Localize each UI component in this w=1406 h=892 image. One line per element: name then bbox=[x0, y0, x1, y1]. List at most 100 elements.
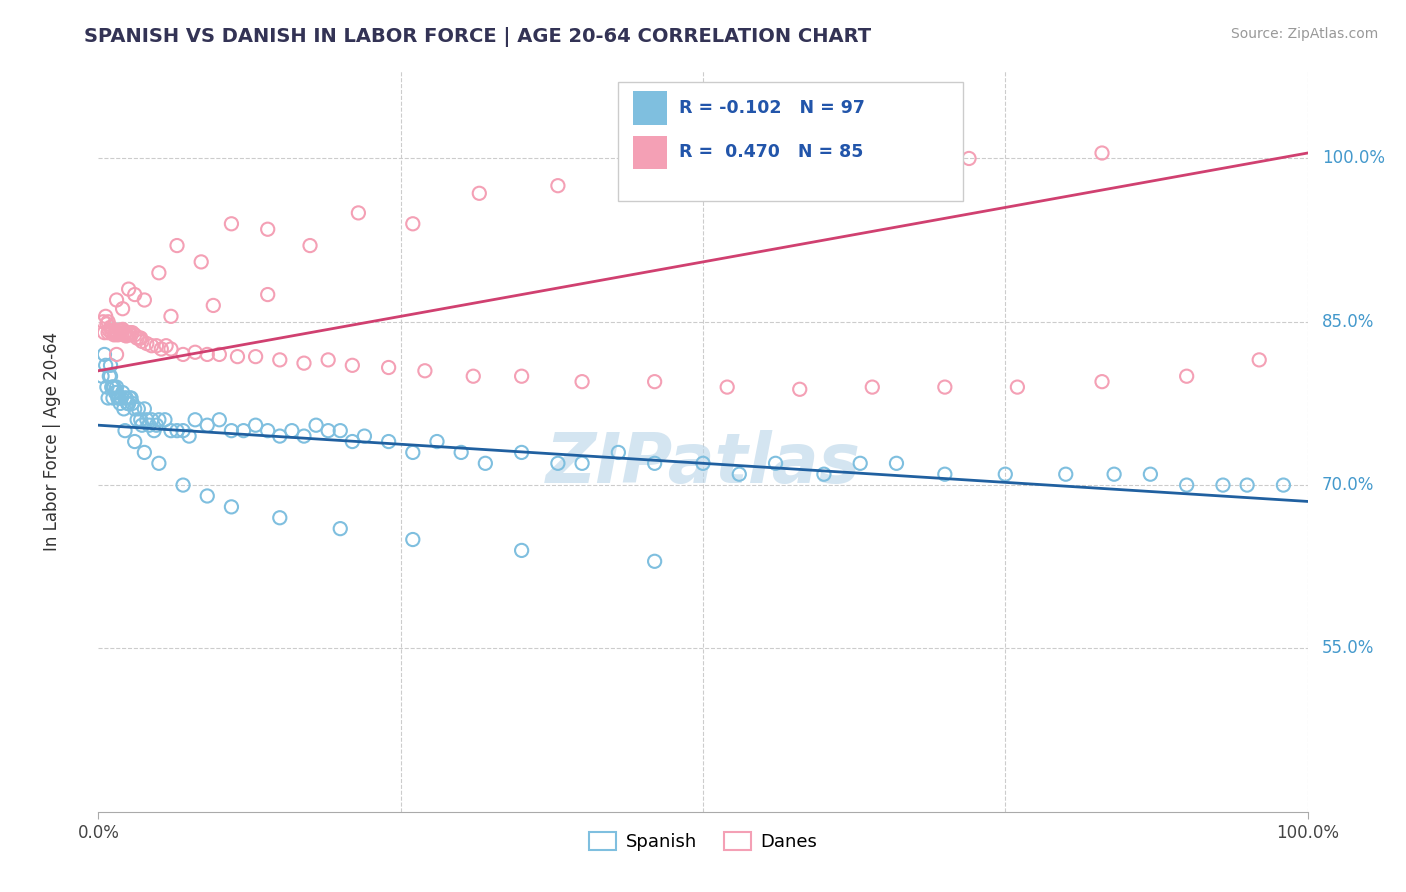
Point bbox=[172, 478, 194, 492]
Point bbox=[402, 445, 425, 459]
Point bbox=[1175, 369, 1198, 384]
Point bbox=[98, 324, 121, 338]
Point bbox=[1236, 478, 1258, 492]
Point bbox=[281, 424, 304, 438]
Point bbox=[111, 322, 134, 336]
Point bbox=[117, 396, 139, 410]
Point bbox=[221, 424, 243, 438]
Text: Source: ZipAtlas.com: Source: ZipAtlas.com bbox=[1230, 27, 1378, 41]
Point bbox=[110, 324, 132, 338]
Point bbox=[468, 186, 491, 201]
Point bbox=[105, 326, 128, 340]
Point bbox=[118, 282, 141, 296]
FancyBboxPatch shape bbox=[633, 136, 666, 169]
Point bbox=[103, 327, 125, 342]
Point bbox=[129, 331, 152, 345]
Point bbox=[994, 467, 1017, 482]
Point bbox=[305, 418, 328, 433]
Point bbox=[141, 339, 163, 353]
Point bbox=[190, 255, 212, 269]
Point bbox=[112, 327, 135, 342]
Point bbox=[226, 350, 249, 364]
Point bbox=[1054, 467, 1077, 482]
Point bbox=[402, 217, 425, 231]
Point bbox=[166, 424, 188, 438]
Point bbox=[97, 326, 120, 340]
Text: 85.0%: 85.0% bbox=[1322, 313, 1375, 331]
Point bbox=[100, 326, 122, 340]
Point bbox=[292, 429, 315, 443]
Point bbox=[108, 326, 131, 340]
Point bbox=[97, 315, 120, 329]
Text: 55.0%: 55.0% bbox=[1322, 640, 1375, 657]
Point bbox=[100, 369, 122, 384]
Point bbox=[644, 554, 666, 568]
Point bbox=[105, 380, 128, 394]
Point bbox=[138, 418, 160, 433]
Point bbox=[134, 401, 156, 416]
Point bbox=[342, 434, 364, 449]
Point bbox=[155, 339, 177, 353]
Point bbox=[120, 327, 142, 342]
Point bbox=[426, 434, 449, 449]
Point bbox=[179, 429, 201, 443]
Point bbox=[160, 342, 183, 356]
Point bbox=[299, 238, 322, 252]
Point bbox=[1272, 478, 1295, 492]
Point bbox=[111, 301, 134, 316]
Text: In Labor Force | Age 20-64: In Labor Force | Age 20-64 bbox=[44, 332, 62, 551]
Point bbox=[124, 287, 146, 301]
Point bbox=[1091, 146, 1114, 161]
Point bbox=[121, 326, 143, 340]
Point bbox=[94, 359, 117, 373]
Point bbox=[145, 418, 167, 433]
Point bbox=[813, 467, 835, 482]
Point bbox=[115, 391, 138, 405]
Point bbox=[153, 413, 176, 427]
Point bbox=[631, 173, 654, 187]
Point bbox=[93, 326, 115, 340]
Point bbox=[117, 327, 139, 342]
Point bbox=[114, 424, 136, 438]
Point bbox=[100, 320, 122, 334]
Point bbox=[118, 391, 141, 405]
Point bbox=[105, 385, 128, 400]
Point bbox=[510, 369, 533, 384]
Point bbox=[329, 522, 352, 536]
Point bbox=[1249, 352, 1271, 367]
Point bbox=[547, 456, 569, 470]
Point bbox=[195, 418, 218, 433]
Point bbox=[716, 380, 738, 394]
Point bbox=[789, 382, 811, 396]
Point bbox=[886, 456, 908, 470]
Point bbox=[101, 324, 124, 338]
Point bbox=[108, 324, 131, 338]
Point bbox=[148, 456, 170, 470]
Point bbox=[93, 347, 115, 361]
Point bbox=[114, 326, 136, 340]
Text: R = -0.102   N = 97: R = -0.102 N = 97 bbox=[679, 99, 865, 117]
Point bbox=[107, 327, 129, 342]
Point bbox=[124, 327, 146, 342]
Point bbox=[100, 359, 122, 373]
Point bbox=[644, 456, 666, 470]
Point bbox=[347, 206, 370, 220]
Point bbox=[184, 345, 207, 359]
Point bbox=[103, 380, 125, 394]
Point bbox=[118, 326, 141, 340]
Point bbox=[111, 385, 134, 400]
Point bbox=[510, 445, 533, 459]
Point bbox=[232, 424, 254, 438]
Point bbox=[256, 424, 278, 438]
Point bbox=[728, 467, 751, 482]
Point bbox=[377, 360, 399, 375]
Point bbox=[957, 152, 980, 166]
Point bbox=[110, 391, 132, 405]
Point bbox=[127, 331, 149, 345]
Point bbox=[135, 336, 157, 351]
Point bbox=[934, 380, 956, 394]
Text: R =  0.470   N = 85: R = 0.470 N = 85 bbox=[679, 144, 863, 161]
Point bbox=[1007, 380, 1029, 394]
Text: ZIPatlas: ZIPatlas bbox=[546, 430, 860, 497]
Point bbox=[118, 326, 141, 340]
